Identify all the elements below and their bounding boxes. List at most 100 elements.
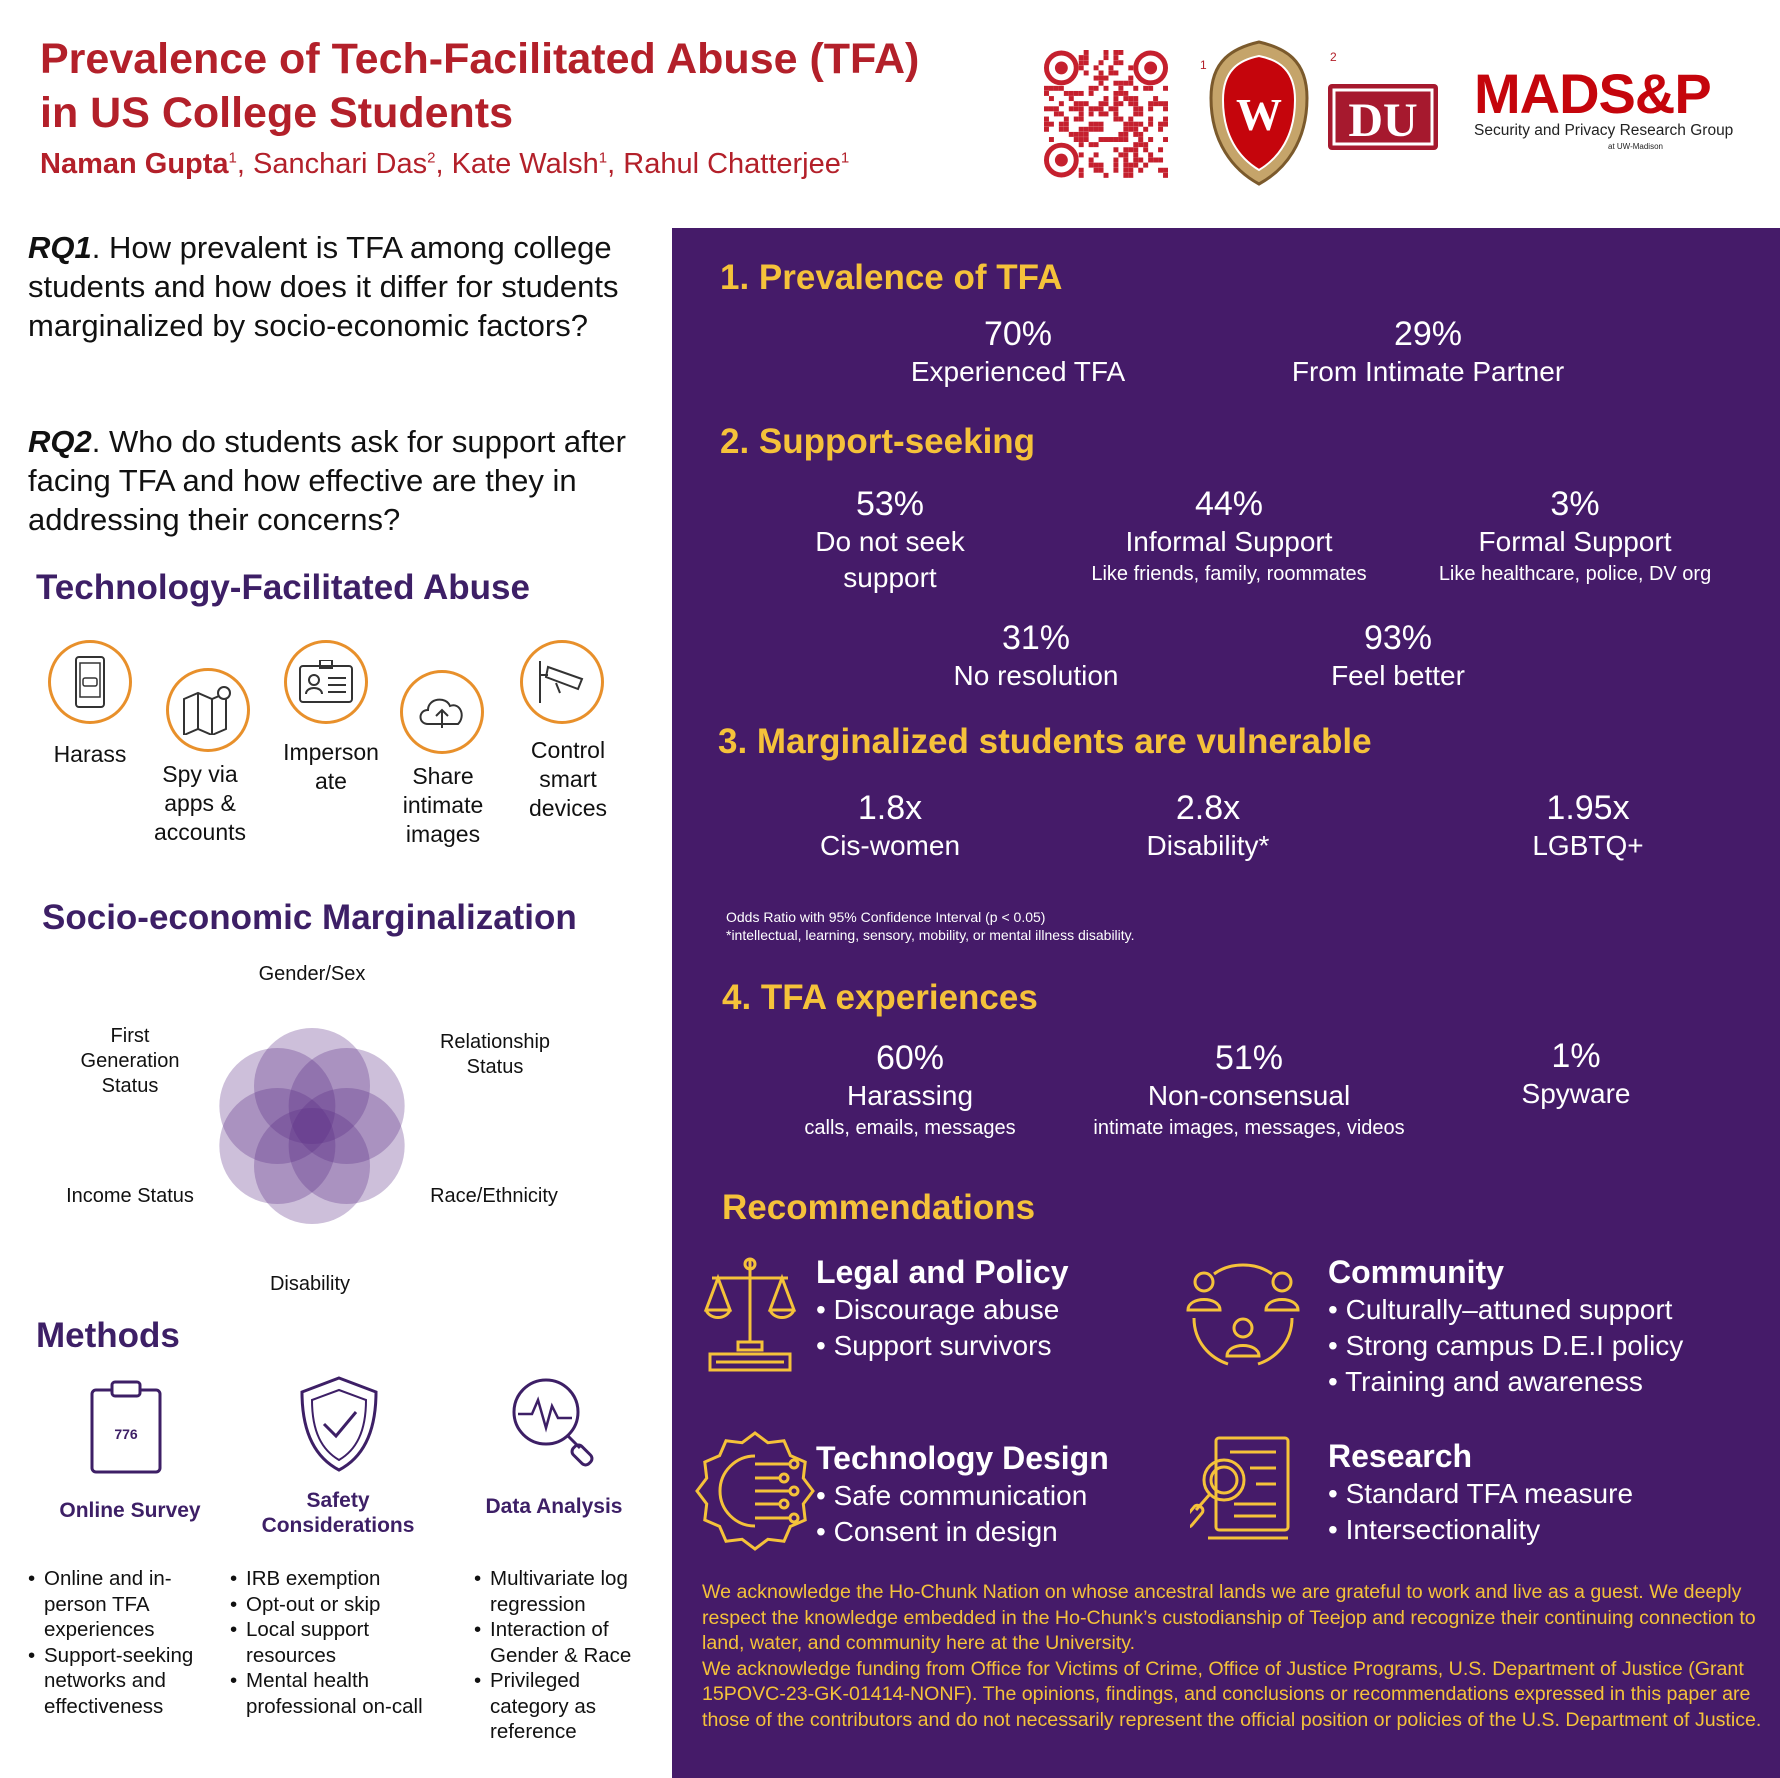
method-list: IRB exemption Opt-out or skip Local supp… [230,1566,430,1719]
rec-list: Discourage abuse Support survivors [816,1292,1060,1364]
stat-value: 31% [1001,619,1071,657]
stat-lgbtq: 1.95x LGBTQ+ [1488,788,1688,864]
funding-acknowledgment: We acknowledge funding from Office for V… [702,1657,1762,1731]
author-affiliation: 2 [427,149,436,167]
recommendations-heading: Recommendations [722,1188,1036,1227]
qr-code[interactable] [1044,50,1169,178]
methods-heading: Methods [36,1316,180,1355]
petal-label-race: Race/Ethnicity [430,1185,558,1207]
prevalence-heading: 1. Prevalence of TFA [720,258,1063,297]
phone-message-icon [48,640,132,724]
poster-title: Prevalence of Tech-Facilitated Abuse (TF… [40,32,1000,140]
author-name: Naman Gupta [40,148,229,180]
author-separator: , [435,148,452,180]
marginalization-petal-diagram [202,1016,422,1236]
tfa-experiences-heading: 4. TFA experiences [722,978,1038,1017]
petal-label-relationship: Relationship Status [439,1031,551,1078]
list-item: Training and awareness [1328,1364,1683,1400]
du-logo-letters: DU [1348,94,1417,147]
shield-check-icon [296,1374,382,1474]
stat-label: Harassing [846,1080,974,1111]
author-affiliation: 1 [598,149,608,167]
rec-list: Safe communication Consent in design [816,1478,1088,1550]
list-item: Opt-out or skip [230,1592,430,1618]
author-list: Naman Gupta1, Sanchari Das2, Kate Walsh1… [40,148,849,181]
tfa-label: Share intimate images [402,763,484,847]
stat-label: Feel better [1331,660,1465,691]
odds-ratio-note: Odds Ratio with 95% Confidence Interval … [726,909,1046,925]
scales-of-justice-icon [702,1254,798,1374]
gear-circuit-icon [694,1430,816,1552]
stat-sub: intimate images, messages, videos [1093,1117,1405,1139]
stat-sub: Like healthcare, police, DV org [1438,563,1712,585]
list-item: Online and in-person TFA experiences [28,1566,208,1643]
rec-list: Culturally–attuned support Strong campus… [1328,1292,1683,1400]
du-logo: DU [1326,82,1440,152]
stat-non-consensual: 51% Non-consensual intimate images, mess… [1074,1038,1424,1142]
method-title: Online Survey [59,1499,201,1522]
rq1-text: RQ1. How prevalent is TFA among college … [28,228,653,345]
rq2-text: RQ2. Who do students ask for support aft… [28,422,653,539]
stat-value: 1.8x [857,789,923,827]
list-item: Consent in design [816,1514,1087,1550]
list-item: Standard TFA measure [1328,1476,1633,1512]
list-item: Interaction of Gender & Race [474,1617,644,1668]
analysis-magnifier-icon [506,1374,606,1470]
petal [288,1088,405,1204]
title-line-2: in US College Students [40,89,514,137]
list-item: Strong campus D.E.I policy [1328,1328,1684,1364]
rq2-tag: RQ2 [28,424,92,459]
list-item: Culturally–attuned support [1328,1292,1683,1328]
stat-formal-support: 3% Formal Support Like healthcare, polic… [1420,484,1730,588]
stat-value: 51% [1214,1039,1284,1077]
stat-harassing: 60% Harassing calls, emails, messages [760,1038,1060,1142]
document-magnifier-icon [1181,1434,1302,1552]
stat-label: LGBTQ+ [1532,830,1644,861]
list-item: IRB exemption [230,1566,430,1592]
method-list: Multivariate log regression Interaction … [474,1566,644,1745]
author-name: Sanchari Das [253,148,428,180]
rq2-body: . Who do students ask for support after … [28,424,626,537]
method-title: Safety Considerations [261,1489,415,1537]
stat-label: Non-consensual [1147,1080,1351,1111]
list-item: Support-seeking networks and effectivene… [28,1643,208,1720]
du-affiliation-mark: 2 [1330,50,1337,64]
list-item: Safe communication [816,1478,1088,1514]
rec-title: Legal and Policy [816,1254,1069,1290]
petal [219,1048,336,1164]
petal [254,1108,370,1224]
marginalization-heading: Socio-economic Marginalization [42,898,577,937]
title-line-1: Prevalence of Tech-Facilitated Abuse (TF… [40,35,920,83]
stat-label: From Intimate Partner [1291,356,1565,387]
stat-value: 53% [855,485,925,523]
cloud-upload-icon [400,670,484,754]
map-pin-icon [166,668,250,752]
stat-label: Do not seek support [815,526,965,593]
tfa-label: Spy via apps & accounts [153,761,247,845]
stat-intimate-partner: 29% From Intimate Partner [1258,314,1598,390]
stat-no-resolution: 31% No resolution [916,618,1156,694]
list-item: Intersectionality [1328,1512,1633,1548]
stat-value: 2.8x [1175,789,1241,827]
petal-label-income: Income Status [66,1185,194,1207]
rec-title: Technology Design [816,1440,1109,1476]
stat-value: 1.95x [1546,789,1630,827]
land-acknowledgment: We acknowledge the Ho-Chunk Nation on wh… [702,1581,1756,1654]
stat-label: No resolution [953,660,1119,691]
petal [254,1028,370,1144]
stat-label: Informal Support [1125,526,1333,557]
stat-cis-women: 1.8x Cis-women [790,788,990,864]
rec-title: Community [1328,1254,1504,1290]
clipboard-icon: 776 [88,1380,164,1476]
acknowledgments: We acknowledge the Ho-Chunk Nation on wh… [702,1580,1762,1733]
tfa-label: Imperson ate [283,739,379,794]
stat-label: Formal Support [1478,526,1672,557]
stat-disability: 2.8x Disability* [1108,788,1308,864]
stat-value: 44% [1194,485,1264,523]
disability-footnote: *intellectual, learning, sensory, mobili… [726,927,1135,943]
stat-no-support: 53% Do not seek support [780,484,1000,596]
petal [288,1048,405,1164]
tfa-heading: Technology-Facilitated Abuse [36,568,530,607]
list-item: Mental health professional on-call [230,1668,430,1719]
stat-experienced-tfa: 70% Experienced TFA [868,314,1168,390]
